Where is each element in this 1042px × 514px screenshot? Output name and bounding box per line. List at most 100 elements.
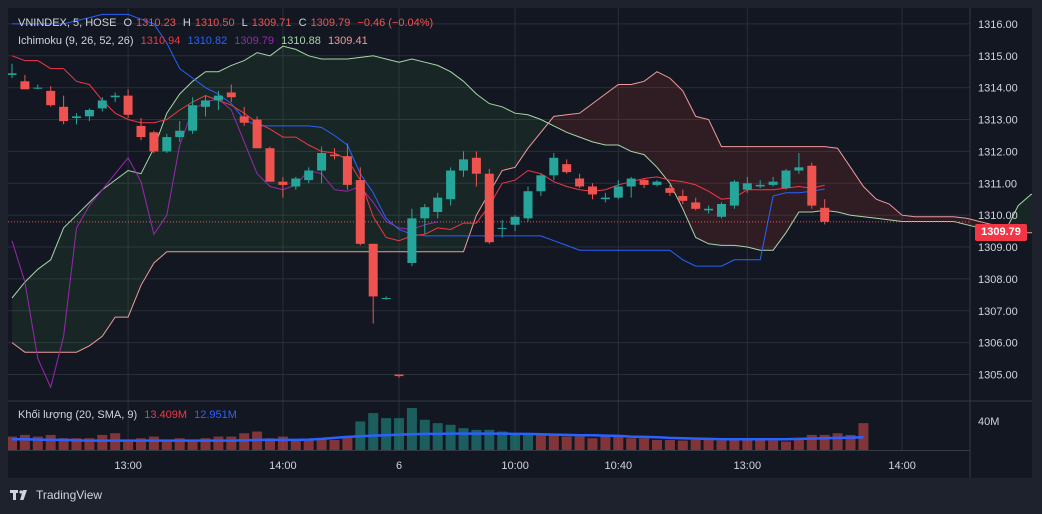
volume-bar [200, 438, 211, 450]
candle-body [84, 109, 94, 117]
candle-body [342, 156, 352, 185]
volume-bar [213, 436, 224, 450]
volume-bar [239, 433, 250, 450]
price-tick-label: 1307.00 [978, 306, 1018, 318]
candle-body [33, 87, 43, 89]
candle-body [201, 100, 210, 107]
candle-body [639, 180, 649, 185]
candle-body [575, 178, 585, 187]
ichimoku-cloud-segment [553, 114, 567, 133]
candle-body [381, 298, 391, 300]
time-tick-label: 10:40 [605, 460, 633, 472]
time-tick-label: 14:00 [269, 460, 297, 472]
volume-bar [290, 439, 301, 450]
time-tick-label: 10:00 [501, 460, 529, 472]
ichimoku-cloud-segment [244, 52, 258, 252]
candle-body [123, 95, 133, 115]
candle-body [355, 180, 365, 244]
candle-body [317, 153, 327, 171]
candle-body [394, 374, 404, 377]
ichimoku-label[interactable]: Ichimoku (9, 26, 52, 26) [18, 35, 134, 47]
candle-body [536, 175, 546, 192]
ichimoku-legend: Ichimoku (9, 26, 52, 26) 1310.94 1310.82… [18, 35, 372, 47]
volume-bar [161, 439, 172, 450]
price-tick-label: 1316.00 [978, 19, 1018, 31]
ichimoku-cloud-segment [411, 58, 425, 252]
candle-body [20, 81, 30, 90]
candle-body [820, 207, 830, 222]
price-tick-label: 1310.00 [978, 210, 1018, 222]
candle-body [252, 119, 262, 149]
close-value: 1309.79 [310, 17, 351, 29]
candle-body [291, 178, 301, 187]
candle-body [678, 196, 688, 201]
ichimoku-conversion-value: 1310.94 [140, 35, 181, 47]
candle-body [729, 181, 739, 206]
volume-bar [755, 439, 766, 450]
price-tick-label: 1308.00 [978, 274, 1018, 286]
candle-body [600, 197, 610, 200]
ichimoku-cloud-segment [141, 148, 154, 286]
volume-bar [781, 441, 791, 450]
candle-body [446, 170, 456, 200]
candle-body [188, 105, 198, 131]
candle-body [226, 92, 236, 98]
candle-body [97, 100, 107, 109]
volume-bar [406, 408, 417, 450]
ichimoku-cloud-segment [915, 216, 928, 222]
candle-body [420, 207, 430, 219]
volume-bar [703, 439, 714, 450]
candle-body [330, 154, 339, 157]
ichimoku-cloud-segment [399, 58, 412, 252]
price-tick-label: 1309.00 [978, 242, 1018, 254]
candle-body [149, 132, 159, 152]
volume-bar [587, 438, 598, 450]
candle-body [278, 181, 288, 185]
candle-body [471, 157, 481, 174]
price-tick-label: 1314.00 [978, 83, 1018, 95]
ichimoku-cloud-segment [76, 202, 90, 353]
price-tick-label: 1305.00 [978, 370, 1018, 382]
volume-bar [342, 436, 353, 450]
volume-bar [664, 439, 675, 450]
candle-body [613, 186, 623, 198]
volume-bar [819, 434, 830, 450]
volume-bar [368, 413, 379, 450]
symbol-label[interactable]: VNINDEX, 5, HOSE [18, 17, 117, 29]
volume-bar [71, 438, 82, 450]
ichimoku-cloud-segment [334, 58, 348, 252]
last-price-badge: 1309.79 [975, 224, 1027, 241]
ichimoku-cloud-segment [386, 58, 399, 252]
chart-panel[interactable]: 1316.00 1315.00 1314.00 1313.00 1312.00 1311.… [8, 8, 1032, 478]
volume-tick-label: 40M [978, 416, 999, 428]
ichimoku-cloud-segment [592, 94, 606, 146]
volume-bar [497, 431, 508, 450]
tradingview-brand[interactable]: TradingView [10, 488, 102, 502]
chart-canvas[interactable]: 1316.00 1315.00 1314.00 1313.00 1312.00 1311.… [8, 8, 1032, 478]
ichimoku-cloud-segment [927, 216, 941, 222]
volume-bar [652, 439, 662, 450]
candle-body [626, 178, 636, 187]
ichimoku-cloud-segment [115, 170, 129, 318]
ichimoku-cloud-segment [1031, 194, 1032, 233]
ichimoku-cloud-segment [850, 167, 864, 217]
low-label: L [241, 17, 248, 29]
candle-body [665, 188, 675, 193]
volume-bar [793, 439, 804, 450]
volume-bar [174, 438, 185, 450]
ichimoku-cloud-segment [1018, 194, 1032, 233]
ichimoku-cloud-segment [257, 52, 270, 252]
ichimoku-cloud-segment [618, 84, 632, 152]
time-tick-label: 13:00 [734, 460, 762, 472]
candle-body [691, 202, 701, 209]
candle-body [46, 90, 56, 106]
ichimoku-cloud-segment [889, 204, 903, 222]
candle-body [807, 165, 817, 206]
volume-bar [716, 440, 727, 450]
ichimoku-cloud-segment [605, 84, 619, 146]
volume-bar [845, 434, 856, 450]
ichimoku-cloud-segment [218, 65, 232, 252]
volume-label[interactable]: Khối lượng (20, SMA, 9) [18, 409, 138, 421]
high-value: 1310.50 [194, 17, 235, 29]
candle-body [162, 137, 172, 152]
